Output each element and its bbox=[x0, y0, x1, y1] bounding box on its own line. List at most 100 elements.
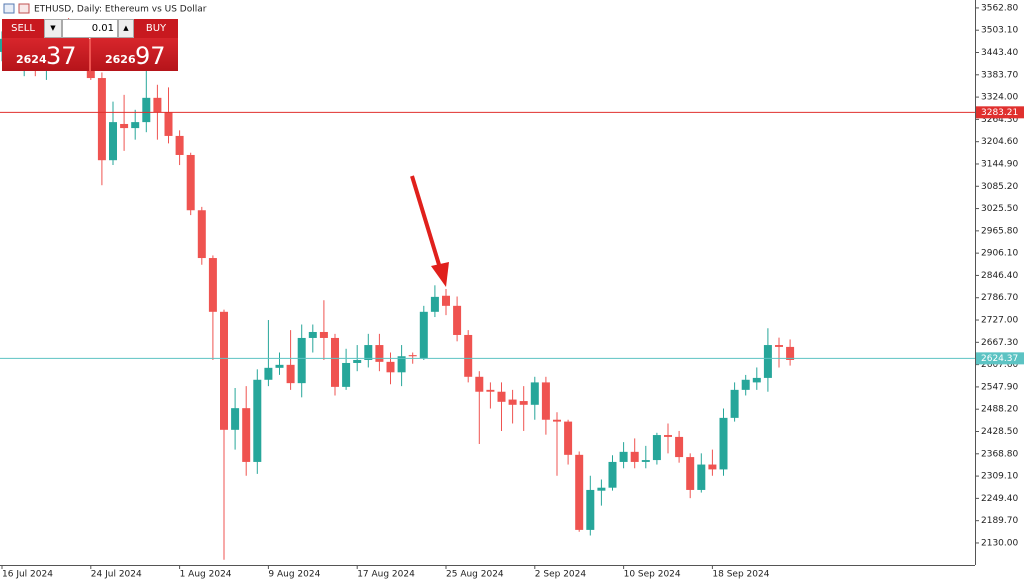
y-tick-label: 2786.70 bbox=[981, 293, 1018, 303]
trade-panel: SELL ▼ 0.01 ▲ BUY 2624 37 2626 97 bbox=[2, 19, 178, 71]
candle-body bbox=[630, 451, 639, 462]
x-tick-label: 17 Aug 2024 bbox=[357, 570, 415, 580]
buy-button[interactable]: BUY bbox=[134, 19, 178, 38]
candle-body bbox=[464, 334, 473, 377]
chart-title: ETHUSD, Daily: Ethereum vs US Dollar bbox=[34, 5, 207, 15]
volume-input[interactable]: 0.01 bbox=[62, 19, 118, 38]
candle-body bbox=[97, 78, 106, 161]
candle-body bbox=[486, 389, 495, 392]
price-label-box bbox=[976, 352, 1024, 365]
y-tick-label: 2607.60 bbox=[981, 360, 1018, 370]
y-tick-label: 2906.10 bbox=[981, 249, 1018, 259]
y-tick-label: 2189.70 bbox=[981, 516, 1018, 526]
candle-body bbox=[331, 337, 339, 387]
candle-body bbox=[275, 364, 284, 368]
candle-body bbox=[120, 123, 129, 129]
candle-body bbox=[353, 359, 362, 363]
y-tick-label: 3562.80 bbox=[981, 3, 1018, 13]
icon bbox=[3, 3, 15, 14]
candle-body bbox=[142, 97, 151, 123]
candle-body bbox=[675, 436, 684, 458]
x-tick-label: 1 Aug 2024 bbox=[180, 570, 232, 580]
candle-body bbox=[786, 346, 795, 360]
bid-main: 2624 bbox=[16, 53, 47, 66]
y-tick-label: 3443.40 bbox=[981, 48, 1018, 58]
x-tick-label: 2 Sep 2024 bbox=[535, 570, 587, 580]
candle-body bbox=[608, 461, 617, 488]
candle-body bbox=[386, 361, 395, 373]
sell-price[interactable]: 2624 37 bbox=[2, 38, 89, 71]
candle-body bbox=[752, 377, 761, 383]
x-tick-label: 9 Aug 2024 bbox=[268, 570, 320, 580]
candle-body bbox=[364, 345, 373, 360]
y-tick-label: 2846.40 bbox=[981, 271, 1018, 281]
candle-body bbox=[342, 362, 351, 387]
y-tick-label: 2488.20 bbox=[981, 405, 1018, 415]
price-label-box bbox=[976, 106, 1024, 119]
y-tick-label: 2249.40 bbox=[981, 494, 1018, 504]
y-tick-label: 2547.90 bbox=[981, 382, 1018, 392]
candle-body bbox=[575, 454, 584, 530]
candle-body bbox=[153, 97, 162, 113]
y-tick-label: 3025.50 bbox=[981, 204, 1018, 214]
bid-pips: 37 bbox=[46, 42, 77, 70]
sell-button[interactable]: SELL bbox=[2, 19, 44, 38]
candle-body bbox=[475, 376, 484, 392]
candle-body bbox=[775, 345, 783, 347]
candle-body bbox=[208, 258, 217, 312]
candle-body bbox=[730, 389, 739, 418]
candle-body bbox=[664, 435, 672, 437]
candle-body bbox=[86, 38, 95, 79]
candle-body bbox=[164, 112, 173, 136]
ask-pips: 97 bbox=[135, 42, 166, 70]
candle-body bbox=[264, 367, 273, 380]
arrow-annotation bbox=[410, 175, 449, 287]
candle-body bbox=[697, 464, 706, 490]
x-tick-label: 18 Sep 2024 bbox=[712, 570, 769, 580]
y-tick-label: 2965.80 bbox=[981, 226, 1018, 236]
y-tick-label: 3204.60 bbox=[981, 137, 1018, 147]
x-tick-label: 16 Jul 2024 bbox=[2, 570, 53, 580]
y-tick-label: 2368.80 bbox=[981, 449, 1018, 459]
candle-body bbox=[242, 408, 251, 462]
volume-up[interactable]: ▲ bbox=[118, 19, 134, 38]
candle-body bbox=[131, 122, 140, 129]
icon bbox=[18, 3, 30, 14]
x-tick-label: 10 Sep 2024 bbox=[624, 570, 681, 580]
x-tick-label: 24 Jul 2024 bbox=[91, 570, 142, 580]
y-tick-label: 3085.20 bbox=[981, 182, 1018, 192]
y-tick-label: 2727.00 bbox=[981, 316, 1018, 326]
y-tick-label: 3144.90 bbox=[981, 159, 1018, 169]
candle-body bbox=[197, 210, 206, 259]
x-tick-label: 25 Aug 2024 bbox=[446, 570, 504, 580]
candle-body bbox=[541, 382, 550, 420]
candle-body bbox=[686, 457, 695, 490]
axes: 3562.80 3503.10 3443.40 3383.70 3324.00 3264.… bbox=[1, 3, 1024, 580]
candle-body bbox=[519, 401, 528, 405]
candle-body bbox=[319, 331, 328, 338]
y-tick-label: 2428.50 bbox=[981, 427, 1018, 437]
y-tick-label: 3264.30 bbox=[981, 115, 1018, 125]
candle-body bbox=[286, 364, 295, 384]
candle-body bbox=[175, 135, 184, 155]
candle-body bbox=[430, 296, 439, 312]
volume-down[interactable]: ▼ bbox=[44, 19, 62, 38]
y-tick-label: 3503.10 bbox=[981, 26, 1018, 36]
candle-body bbox=[442, 295, 450, 306]
candle-body bbox=[763, 345, 772, 378]
buy-price[interactable]: 2626 97 bbox=[91, 38, 178, 71]
y-tick-label: 3383.70 bbox=[981, 70, 1018, 80]
candle-body bbox=[719, 417, 728, 470]
price-label: 3283.21 bbox=[981, 108, 1018, 118]
candle-body bbox=[308, 331, 317, 338]
candle-body bbox=[220, 311, 228, 430]
candle-body bbox=[419, 311, 428, 359]
candle-body bbox=[408, 355, 417, 357]
candle-body bbox=[375, 345, 384, 362]
candle-body bbox=[397, 356, 406, 373]
ask-main: 2626 bbox=[105, 53, 136, 66]
candle-body bbox=[641, 460, 650, 462]
title-bar bbox=[0, 0, 260, 18]
candle-body bbox=[597, 487, 606, 491]
candle-body bbox=[186, 154, 195, 211]
